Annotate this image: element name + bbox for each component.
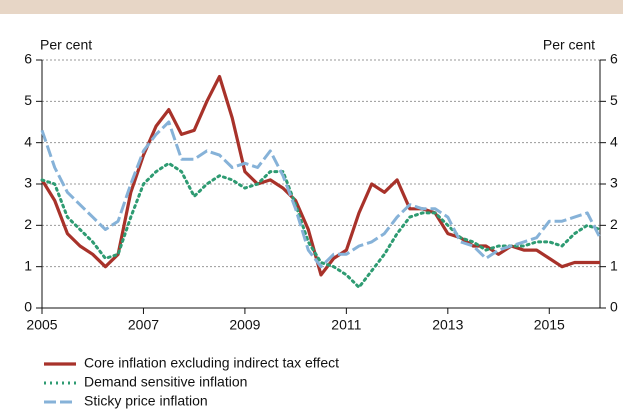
y2-tick-label: 2 [610, 216, 618, 232]
y2-tick-label: 4 [610, 133, 618, 149]
y-tick-label: 3 [24, 175, 32, 191]
y2-tick-label: 6 [610, 51, 618, 67]
y-tick-label: 2 [24, 216, 32, 232]
series-line [40, 120, 602, 269]
top-band [0, 0, 623, 14]
y2-tick-label: 1 [610, 257, 618, 273]
y-tick-label: 6 [24, 51, 32, 67]
y-tick-label: 0 [24, 299, 32, 315]
x-tick-label: 2009 [229, 317, 260, 333]
x-tick-label: 2007 [128, 317, 159, 333]
y2-axis-label: Per cent [543, 37, 595, 53]
legend-label: Demand sensitive inflation [84, 374, 247, 390]
y-tick-label: 1 [24, 257, 32, 273]
y-tick-label: 5 [24, 92, 32, 108]
x-tick-label: 2013 [432, 317, 463, 333]
legend-label: Core inflation excluding indirect tax ef… [84, 355, 339, 371]
y2-tick-label: 5 [610, 92, 618, 108]
series-line [40, 161, 602, 289]
legend-label: Sticky price inflation [84, 393, 208, 409]
y-tick-label: 4 [24, 133, 32, 149]
y-axis-label: Per cent [40, 37, 92, 53]
y2-tick-label: 0 [610, 299, 618, 315]
y2-tick-label: 3 [610, 175, 618, 191]
x-tick-label: 2011 [331, 317, 361, 333]
x-tick-label: 2005 [26, 317, 57, 333]
x-tick-label: 2015 [534, 317, 565, 333]
